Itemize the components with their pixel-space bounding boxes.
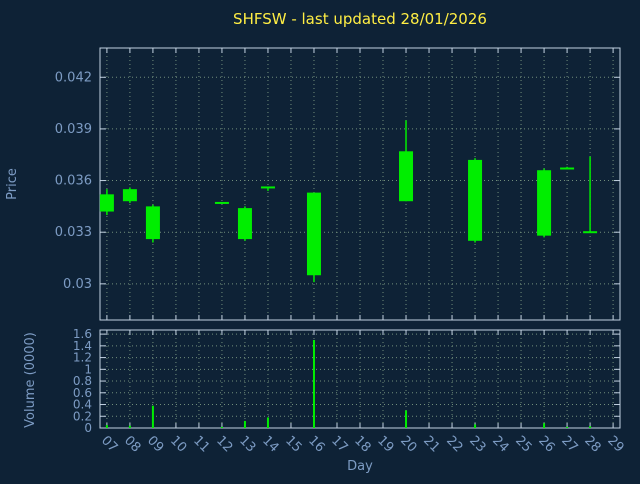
volume-panel-border (99, 329, 621, 429)
volume-tick-label: 1.4 (73, 339, 92, 353)
x-tick-label: 07 (98, 433, 120, 455)
price-panel-border (99, 47, 621, 321)
candle-body-day-07 (99, 194, 114, 212)
x-tick-label: 08 (121, 433, 143, 455)
x-tick-label: 27 (558, 433, 580, 455)
candle-body-day-16 (306, 192, 321, 276)
volume-tick-label: 0.2 (73, 409, 92, 423)
candle-body-day-12 (214, 201, 229, 204)
candle-body-day-26 (537, 170, 552, 236)
x-tick-label: 17 (328, 433, 350, 455)
tick-labels: 0.030.0330.0360.0390.04200.20.40.60.811.… (55, 70, 627, 455)
candle-body-day-09 (145, 206, 160, 240)
price-tick-label: 0.033 (55, 225, 92, 240)
candle-body-day-28 (583, 231, 598, 234)
price-axis-label: Price (5, 168, 20, 200)
x-tick-label: 21 (420, 433, 442, 455)
price-tick-label: 0.036 (55, 174, 92, 189)
price-tick-label: 0.042 (55, 70, 92, 85)
x-tick-label: 28 (581, 433, 603, 455)
volume-tick-label: 1 (84, 362, 92, 376)
volume-tick-label: 0.8 (73, 374, 92, 388)
volume-tick-label: 1.2 (73, 351, 92, 365)
plot-layer: 0.030.0330.0360.0390.04200.20.40.60.811.… (55, 47, 627, 456)
x-tick-label: 24 (489, 433, 511, 455)
candle-body-day-27 (560, 167, 575, 170)
x-tick-label: 29 (604, 433, 626, 455)
candle-body-day-08 (122, 189, 137, 202)
x-tick-label: 09 (144, 433, 166, 455)
grid-lines (100, 48, 620, 429)
volume-axis-label: Volume (0000) (23, 332, 38, 428)
panel-borders (99, 47, 621, 429)
x-tick-label: 15 (282, 433, 304, 455)
x-tick-label: 12 (213, 433, 235, 455)
volume-tick-label: 0.6 (73, 386, 92, 400)
x-tick-label: 14 (259, 433, 281, 455)
candle-body-day-23 (468, 159, 483, 241)
x-tick-label: 13 (236, 433, 258, 455)
x-tick-label: 18 (351, 433, 373, 455)
x-tick-label: 19 (374, 433, 396, 455)
x-tick-label: 16 (305, 433, 327, 455)
price-tick-label: 0.03 (63, 277, 92, 292)
x-tick-label: 25 (512, 433, 534, 455)
candles (99, 120, 598, 428)
x-tick-label: 10 (167, 433, 189, 455)
volume-tick-label: 1.6 (73, 327, 92, 341)
x-tick-label: 26 (535, 433, 557, 455)
candle-body-day-20 (399, 151, 414, 202)
x-tick-label: 22 (443, 433, 465, 455)
x-tick-label: 20 (397, 433, 419, 455)
candle-body-day-13 (237, 208, 252, 240)
x-tick-label: 11 (190, 433, 212, 455)
volume-tick-label: 0.4 (73, 398, 92, 412)
price-tick-label: 0.039 (55, 122, 92, 137)
candle-body-day-14 (260, 186, 275, 189)
chart-title: SHFSW - last updated 28/01/2026 (233, 10, 487, 28)
x-tick-label: 23 (466, 433, 488, 455)
volume-tick-label: 0 (84, 421, 92, 435)
axis-ticks (100, 48, 620, 429)
x-axis-label: Day (347, 459, 373, 474)
